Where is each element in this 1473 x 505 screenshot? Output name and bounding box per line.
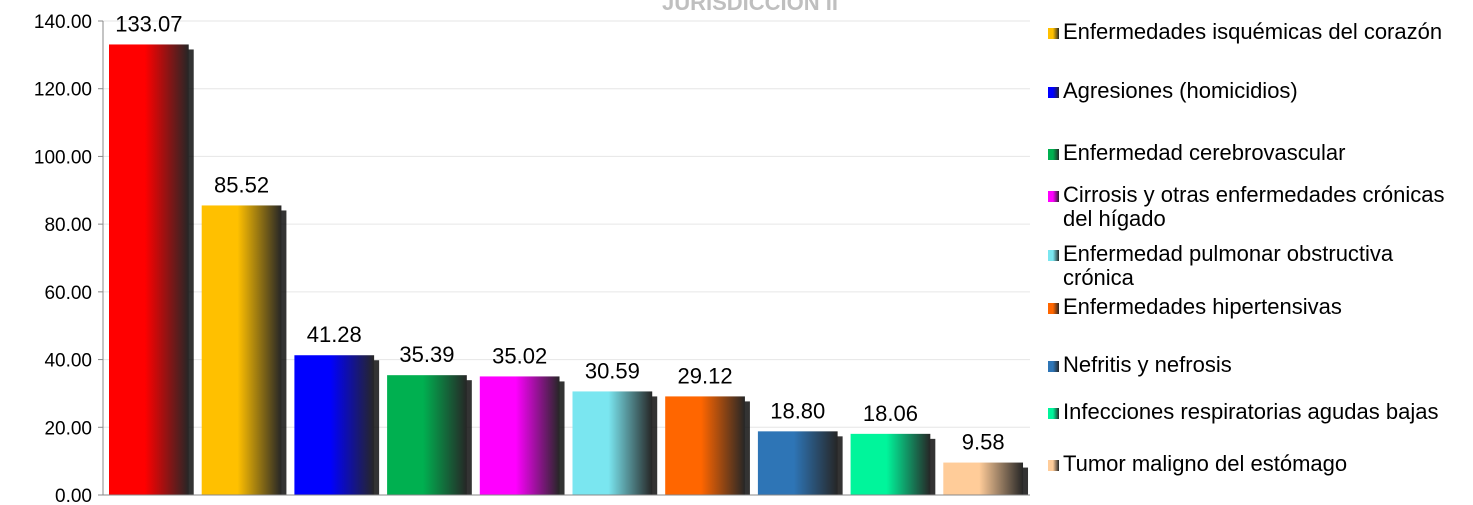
y-tick-label: 20.00 bbox=[44, 418, 92, 439]
data-label: 9.58 bbox=[962, 430, 1005, 455]
legend-label: Nefritis y nefrosis bbox=[1063, 352, 1232, 377]
legend-item: Enfermedades isquémicas del corazón bbox=[1048, 20, 1468, 44]
legend-label: Enfermedad cerebrovascular bbox=[1063, 140, 1346, 165]
legend-item: Infecciones respiratorias agudas bajas bbox=[1048, 400, 1468, 424]
legend-item: Nefritis y nefrosis bbox=[1048, 353, 1468, 377]
legend-item: Agresiones (homicidios) bbox=[1048, 79, 1468, 103]
data-label: 18.80 bbox=[770, 398, 825, 423]
chart-title: JURISDICCIÓN II bbox=[662, 0, 838, 15]
legend-swatch bbox=[1048, 191, 1059, 202]
bars bbox=[109, 44, 1024, 495]
legend-swatch bbox=[1048, 250, 1059, 261]
legend-label: Infecciones respiratorias agudas bajas bbox=[1063, 399, 1439, 424]
bar bbox=[294, 355, 375, 495]
bar-chart: JURISDICCIÓN II 0.00 20.00 40.00 60.00 80.00… bbox=[34, 0, 1030, 505]
bar bbox=[850, 433, 931, 495]
data-label: 29.12 bbox=[678, 363, 733, 388]
data-label: 85.52 bbox=[214, 172, 269, 197]
legend-item: Enfermedad cerebrovascular bbox=[1048, 141, 1468, 165]
legend-swatch bbox=[1048, 361, 1059, 372]
bar bbox=[479, 376, 560, 495]
bar bbox=[665, 396, 745, 495]
bar bbox=[387, 375, 467, 495]
legend-swatch bbox=[1048, 149, 1059, 160]
data-label: 41.28 bbox=[307, 322, 362, 347]
data-label: 35.02 bbox=[492, 343, 547, 368]
y-tick-label: 100.00 bbox=[34, 147, 92, 168]
data-label: 30.59 bbox=[585, 358, 640, 383]
legend-swatch bbox=[1048, 303, 1059, 314]
legend-label: Enfermedades hipertensivas bbox=[1063, 294, 1342, 319]
bar bbox=[757, 431, 838, 495]
legend-swatch bbox=[1048, 87, 1059, 98]
bar bbox=[572, 391, 653, 495]
legend-label: Agresiones (homicidios) bbox=[1063, 78, 1298, 103]
legend-label: Tumor maligno del estómago bbox=[1063, 451, 1348, 476]
data-label: 35.39 bbox=[399, 342, 454, 367]
y-tick-label: 140.00 bbox=[34, 12, 92, 33]
y-tick-label: 120.00 bbox=[34, 80, 92, 101]
y-tick-label: 60.00 bbox=[44, 283, 92, 304]
data-label: 18.06 bbox=[863, 401, 918, 426]
legend-item: Cirrosis y otras enfermedades crónicas d… bbox=[1048, 183, 1468, 231]
bar bbox=[109, 44, 189, 495]
bar bbox=[943, 462, 1024, 495]
legend-item: Enfermedad pulmonar obstructiva crónica bbox=[1048, 242, 1468, 290]
legend-label: Cirrosis y otras enfermedades crónicas d… bbox=[1063, 182, 1445, 231]
y-tick-label: 0.00 bbox=[55, 486, 92, 505]
bar bbox=[201, 205, 282, 495]
legend-label: Enfermedades isquémicas del corazón bbox=[1063, 19, 1443, 44]
y-tick-label: 80.00 bbox=[44, 215, 92, 236]
legend-item: Enfermedades hipertensivas bbox=[1048, 295, 1468, 319]
legend-label: Enfermedad pulmonar obstructiva crónica bbox=[1063, 241, 1394, 290]
axes: 0.00 20.00 40.00 60.00 80.00 100.00 120.00 140.… bbox=[34, 12, 1030, 505]
legend-swatch bbox=[1048, 28, 1059, 39]
data-labels: 133.07 85.52 41.28 35.39 35.02 30.59 29.12 18.8… bbox=[115, 11, 1004, 454]
legend-swatch bbox=[1048, 460, 1059, 471]
legend-item: Tumor maligno del estómago bbox=[1048, 452, 1468, 476]
y-tick-label: 40.00 bbox=[44, 351, 92, 372]
data-label: 133.07 bbox=[115, 11, 182, 36]
legend-swatch bbox=[1048, 408, 1059, 419]
